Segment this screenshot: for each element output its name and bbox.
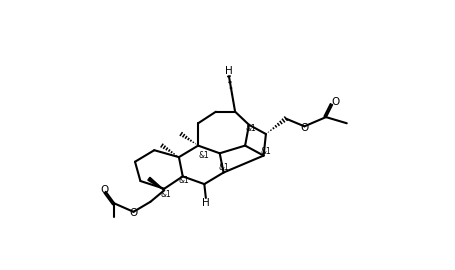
Text: &1: &1 (178, 176, 189, 185)
Text: &1: &1 (161, 190, 171, 199)
Text: &1: &1 (245, 124, 256, 133)
Text: H: H (202, 198, 210, 208)
Text: O: O (300, 123, 308, 133)
Text: &1: &1 (261, 147, 271, 156)
Text: O: O (331, 97, 339, 107)
Text: H: H (225, 66, 233, 76)
Text: &1: &1 (199, 151, 210, 160)
Text: &1: &1 (219, 163, 230, 173)
Text: O: O (129, 208, 137, 218)
Polygon shape (148, 177, 164, 190)
Text: O: O (100, 185, 108, 195)
